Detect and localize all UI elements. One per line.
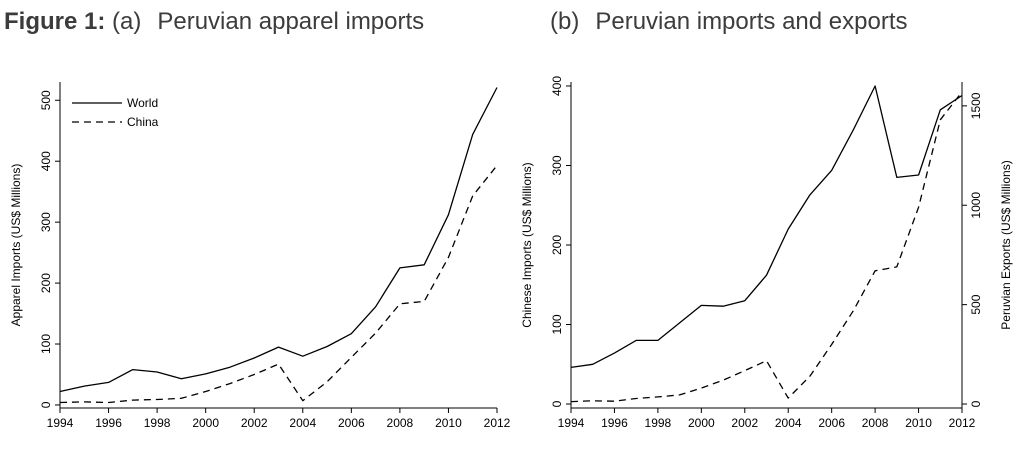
panel-b-y-tick-label-right: 1500 [969,92,983,119]
panel-b-tag: (b) [550,8,580,35]
panel-a-x-tick-label: 2006 [338,416,365,430]
panel-a-series-china-line [59,165,498,404]
panel-a-x-tick-label: 1998 [144,416,171,430]
panel-a-y-tick-label: 0 [39,401,53,408]
panel-b-y-tick-label: 400 [550,76,564,96]
panel-b-y-tick-label-right: 1000 [969,192,983,219]
figure-label: Figure 1: [4,8,106,35]
panel-a-x-tick-label: 1996 [95,416,122,430]
panel-b-x-tick-label: 2000 [688,416,715,430]
panel-a-series-world-line [59,87,498,393]
panel-a-x-tick-label: 2004 [289,416,316,430]
panel-a-y-axis-label: Apparel Imports (US$ Millions) [9,164,23,327]
panel-b-y-tick-label-right: 0 [969,400,983,407]
panel-b-title: Peruvian imports and exports [595,8,908,35]
panel-a-y-tick-label: 200 [39,273,53,293]
panel-b-x-tick-label: 2012 [949,416,976,430]
panel-b-series-peruvian-exports-line [570,91,963,403]
panel-b-y-tick-label: 200 [550,235,564,255]
panel-b-x-tick-label: 2004 [775,416,802,430]
panel-a-x-tick-label: 2008 [387,416,414,430]
panel-a-y-tick-label: 100 [39,334,53,354]
panel-a-y-tick-label: 400 [39,151,53,171]
panel-a-legend-label-world: World [127,96,158,110]
panel-a-x-tick-label: 1994 [47,416,74,430]
panel-a-x-tick-label: 2012 [484,416,511,430]
panel-a-x-tick-label: 2002 [241,416,268,430]
panel-b-x-tick-label: 2008 [862,416,889,430]
panel-b-y-tick-label: 100 [550,314,564,334]
panel-b-x-tick-label: 2006 [818,416,845,430]
panel-a-header: Figure 1: (a) Peruvian apparel imports [4,8,424,36]
panel-a-title: Peruvian apparel imports [157,8,425,35]
panel-a-tag: (a) [112,8,142,35]
panel-a-y-tick-label: 300 [39,212,53,232]
panel-a-x-tick-label: 2010 [435,416,462,430]
panel-b-y-tick-label-right: 500 [969,294,983,314]
panel-b-x-tick-label: 2010 [905,416,932,430]
panel-b-y-axis-label-right: Peruvian Exports (US$ Millions) [999,160,1013,329]
panel-b-x-tick-label: 1994 [558,416,585,430]
panel-b-header: (b) Peruvian imports and exports [550,8,908,36]
panel-b-x-tick-label: 1996 [601,416,628,430]
panel-b-series-chinese-imports-line [570,85,963,369]
panel-b-x-tick-label: 2002 [731,416,758,430]
panel-b-y-tick-label: 0 [550,400,564,407]
panel-a-y-tick-label: 500 [39,90,53,110]
panel-b-y-tick-label: 300 [550,155,564,175]
panel-b-y-axis-label: Chinese Imports (US$ Millions) [520,162,534,327]
panel-b-x-tick-label: 1998 [645,416,672,430]
panel-a-x-tick-label: 2000 [192,416,219,430]
panel-a-legend-label-china: China [127,115,159,129]
